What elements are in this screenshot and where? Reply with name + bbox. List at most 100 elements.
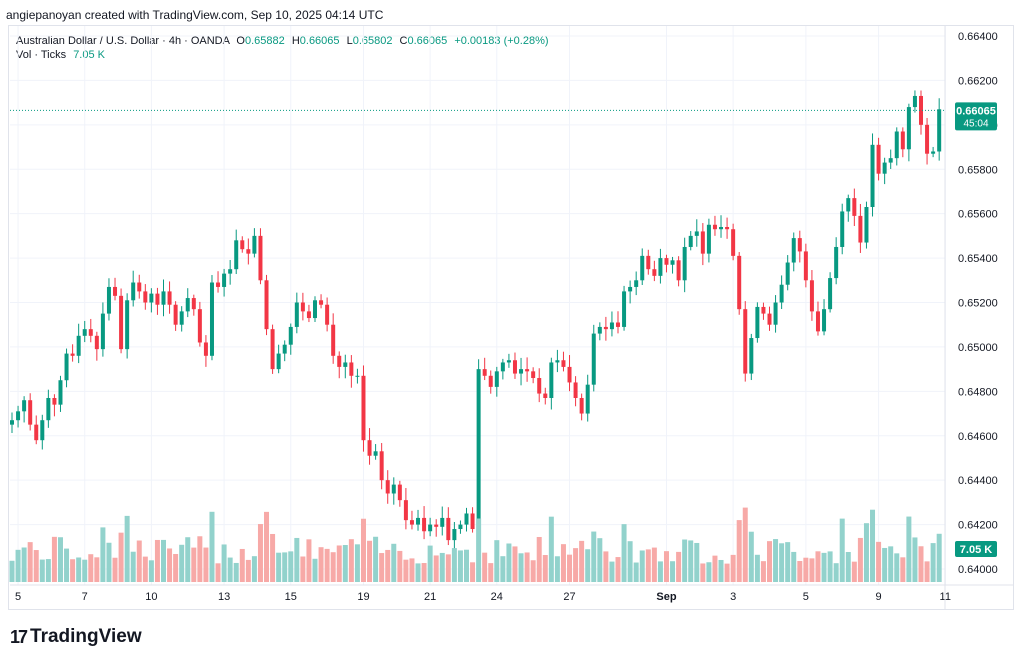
candle-body [197,309,202,343]
candle-body [603,326,608,330]
candle-body [264,280,269,330]
volume-bar [676,551,682,582]
volume-bar [161,539,166,582]
candle-body [246,249,251,254]
volume-bar [742,507,748,582]
volume-bar [9,560,15,582]
volume-bar [518,553,524,582]
volume-bar [803,557,809,582]
candle-body [609,322,614,330]
volume-bar [397,550,403,582]
volume-bar [797,561,803,582]
volume-bar [779,543,785,582]
candle-body [815,311,820,332]
candle-body [276,353,281,370]
candle-body [561,360,566,367]
volume-bar [645,549,651,582]
x-tick-label: 7 [82,591,88,603]
candle-body [313,300,317,319]
volume-bar [936,533,942,582]
volume-bar [857,537,863,582]
candle-body [409,520,414,525]
candle-body [434,524,439,527]
candle-body [894,131,899,159]
volume-bar [633,562,639,582]
volume-bar [827,551,833,582]
candle-body [88,329,93,336]
candle-body [585,384,590,414]
volume-bar [591,531,597,582]
volume-bar [579,540,585,582]
candle-body [725,226,730,230]
high-value: 0.66065 [299,35,340,47]
open-value: 0.65882 [244,35,285,47]
x-tick-label: 9 [876,591,882,603]
candle-body [688,235,693,247]
volume-label[interactable]: Vol · Ticks [16,49,67,61]
candle-body [106,286,111,314]
volume-bar [621,524,627,582]
candle-body [240,240,245,250]
volume-bar [294,537,300,582]
x-tick-label: 13 [218,591,230,603]
candle-body [349,362,354,376]
candle-body [131,282,136,301]
volume-bar [882,547,888,582]
volume-bar [457,550,463,582]
candle-body [113,286,118,296]
candle-body [167,291,172,305]
volume-bar [306,539,312,582]
candle-body [52,397,57,405]
candle-body [282,344,287,354]
volume-bar [924,561,930,582]
volume-bar [264,511,270,582]
volume-bar [354,544,360,582]
candle-body [809,280,814,312]
volume-bar [282,552,288,582]
tradingview-logo[interactable]: 17 TradingView [10,626,142,648]
candle-body [640,255,645,281]
volume-bar [894,553,900,582]
candle-body [343,362,348,367]
volume-bar [476,518,482,582]
volume-bar [167,548,173,582]
volume-bar [445,554,451,582]
volume-bar [300,556,306,582]
x-tick-label: 27 [563,591,575,603]
volume-badge [955,541,997,557]
volume-bar [130,551,136,582]
volume-bar [251,556,257,582]
candle-body [852,198,857,216]
volume-bar [239,548,245,582]
volume-bar [221,544,227,582]
candle-body [40,420,45,441]
candle-body [119,295,124,350]
candle-body [64,353,69,381]
x-tick-label: 24 [491,591,503,603]
candle-body [70,353,75,356]
symbol-description[interactable]: Australian Dollar / U.S. Dollar · 4h · O… [16,35,230,47]
volume-legend: Vol · Ticks 7.05 K [16,49,105,61]
candle-body [373,451,378,456]
volume-bar [494,540,500,582]
volume-bar [209,511,215,582]
volume-bar [257,524,263,582]
volume-bar [918,546,924,582]
volume-bar [530,560,536,582]
volume-bar [760,561,766,582]
x-tick-label: 10 [145,591,157,603]
volume-bar [421,563,427,582]
change-value: +0.00183 (+0.28%) [454,35,549,47]
candle-body [185,298,190,312]
volume-bar [100,527,106,582]
volume-bar [839,518,845,582]
volume-bar [439,552,445,582]
y-tick-label: 0.65800 [958,164,998,176]
volume-bar [609,561,615,582]
volume-bar [597,538,603,582]
candle-body [319,300,324,305]
candle-body [173,304,178,325]
candle-body [828,278,833,310]
x-tick-label: 5 [803,591,809,603]
